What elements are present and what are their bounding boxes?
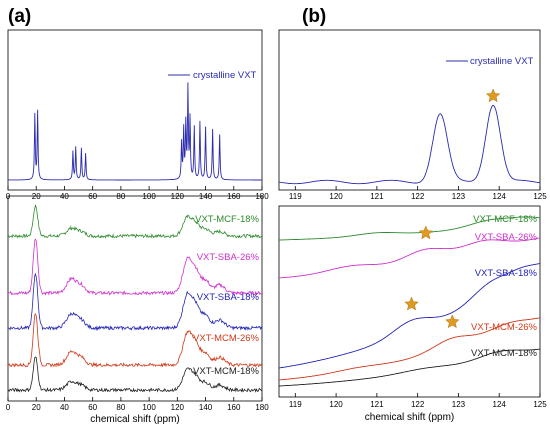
x-tick-label-a-bottom: 180	[255, 403, 269, 412]
star-marker-vxt-mcm-26-	[445, 314, 460, 329]
panel-b-top-frame	[278, 29, 541, 191]
series-crystalline-vxt-b	[278, 104, 541, 185]
label-a-vxt-mcm-18-: VXT-MCM-18%	[193, 366, 260, 377]
x-tick-label-a-top: 180	[255, 192, 269, 201]
label-a-vxt-sba-18-: VXT-SBA-18%	[197, 292, 260, 303]
series-b-vxt-mcm-26-	[278, 317, 541, 381]
x-tick-label-b-bottom: 125	[533, 400, 547, 409]
panel-a-bottom-frame	[7, 195, 263, 402]
x-tick-label-a-bottom: 120	[171, 403, 185, 412]
x-tick-label-a-bottom: 140	[199, 403, 213, 412]
x-tick-label-b-bottom: 124	[493, 400, 507, 409]
label-b-vxt-mcm-18-: VXT-MCM-18%	[471, 348, 538, 359]
star-marker-crystalline	[485, 88, 501, 103]
x-tick-label-a-top: 120	[171, 192, 185, 201]
panel-b: 119 119 120 120 121 121 122 122 123 123 124 124 125 1…	[278, 29, 547, 423]
x-tick-label-b-bottom: 119	[289, 400, 302, 409]
series-b-vxt-sba-26-	[279, 237, 541, 279]
x-axis-title-b: chemical shift (ppm)	[365, 412, 454, 423]
panel-a: 0 0 20 20 40 40 60 60 80 80 100 100 120 120 140 140 160 1…	[6, 29, 269, 425]
x-tick-label-a-top: 160	[227, 192, 241, 201]
x-tick-label-a-top: 40	[60, 192, 69, 201]
x-tick-label-b-top: 122	[411, 192, 425, 201]
x-tick-label-b-top: 121	[370, 192, 384, 201]
star-marker-vxt-sba-18-	[404, 296, 419, 311]
series-crystalline-vxt-a	[8, 82, 262, 181]
x-tick-label-b-bottom: 123	[452, 400, 466, 409]
x-tick-label-a-bottom: 100	[142, 403, 156, 412]
panel-label-b: (b)	[302, 6, 326, 27]
x-tick-label-a-top: 100	[142, 192, 156, 201]
x-tick-label-a-top: 140	[199, 192, 213, 201]
x-tick-label-a-top: 60	[88, 192, 97, 201]
series-a-vxt-mcf-18-	[7, 204, 263, 239]
x-tick-label-a-top: 20	[32, 192, 41, 201]
x-tick-label-b-bottom: 122	[411, 400, 425, 409]
x-tick-label-a-bottom: 80	[116, 403, 125, 412]
series-a-vxt-mcm-18-	[7, 356, 263, 393]
label-a-vxt-mcm-26-: VXT-MCM-26%	[193, 333, 260, 344]
x-tick-label-b-bottom: 120	[329, 400, 343, 409]
panel-label-a: (a)	[8, 6, 31, 27]
label-b-vxt-sba-26-: VXT-SBA-26%	[475, 232, 538, 243]
x-tick-label-a-bottom: 60	[88, 403, 97, 412]
series-b-vxt-mcf-18-	[279, 216, 541, 241]
label-a-vxt-sba-26-: VXT-SBA-26%	[197, 252, 260, 263]
panel-b-bottom-frame	[278, 205, 541, 398]
label-b-vxt-mcf-18-: VXT-MCF-18%	[473, 214, 537, 225]
label-a-vxt-mcf-18-: VXT-MCF-18%	[195, 214, 259, 225]
series-a-vxt-mcm-26-	[7, 313, 263, 368]
x-tick-label-b-top: 119	[289, 192, 302, 201]
star-marker-vxt-sba-26-	[418, 225, 434, 240]
series-a-vxt-sba-26-	[7, 238, 263, 296]
label-b-vxt-mcm-26-: VXT-MCM-26%	[471, 322, 538, 333]
legend-crystalline-vxt-b: crystalline VXT	[470, 56, 534, 67]
x-tick-label-a-top: 80	[116, 192, 125, 201]
x-tick-label-b-top: 125	[533, 192, 547, 201]
x-tick-label-b-top: 123	[452, 192, 466, 201]
x-tick-label-b-top: 124	[493, 192, 507, 201]
series-a-vxt-sba-18-	[7, 272, 263, 331]
series-b-vxt-mcm-18-	[279, 348, 541, 387]
x-tick-label-a-bottom: 20	[32, 403, 41, 412]
x-tick-label-a-top: 0	[6, 192, 11, 201]
label-b-vxt-sba-18-: VXT-SBA-18%	[475, 268, 538, 279]
x-tick-label-a-bottom: 0	[6, 403, 11, 412]
x-tick-label-a-bottom: 160	[227, 403, 241, 412]
series-b-vxt-sba-18-	[278, 262, 541, 369]
x-tick-label-b-bottom: 121	[370, 400, 384, 409]
x-tick-label-a-bottom: 40	[60, 403, 69, 412]
x-tick-label-b-top: 120	[329, 192, 343, 201]
panel-a-top-frame	[7, 29, 263, 191]
x-axis-title-a: chemical shift (ppm)	[90, 414, 179, 425]
legend-crystalline-vxt-a: crystalline VXT	[193, 70, 257, 81]
